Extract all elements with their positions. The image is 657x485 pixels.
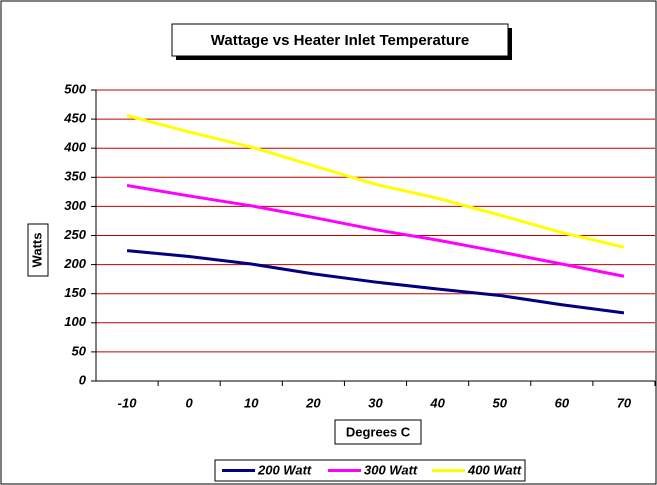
x-tick-label: 50	[492, 395, 507, 410]
chart-title: Wattage vs Heater Inlet Temperature	[211, 32, 469, 49]
y-tick-label: 300	[64, 198, 86, 213]
series-line	[126, 183, 625, 278]
y-tick-label: 100	[64, 314, 86, 329]
y-label-box	[27, 223, 49, 277]
legend-label: 400 Watt	[467, 462, 522, 477]
legend-label: 200 Watt	[257, 462, 312, 477]
x-tick-label: 30	[368, 395, 383, 410]
y-axis-label: Watts	[29, 233, 44, 268]
title-box	[171, 23, 509, 57]
y-tick-label: 400	[63, 140, 86, 155]
legend-label: 300 Watt	[364, 462, 418, 477]
y-tick-label: 450	[63, 111, 86, 126]
y-tick-label: 0	[79, 372, 87, 387]
x-tick-label: 60	[555, 395, 570, 410]
y-tick-label: 250	[63, 227, 86, 242]
x-tick-label: 70	[617, 395, 632, 410]
x-axis-label: Degrees C	[346, 424, 411, 439]
y-tick-label: 350	[64, 169, 86, 184]
x-tick-label: 10	[244, 395, 259, 410]
x-tick-label: 40	[429, 395, 445, 410]
y-tick-label: 200	[63, 256, 86, 271]
legend-box	[214, 459, 526, 482]
x-tick-label: -10	[118, 395, 138, 410]
series-line	[126, 114, 625, 249]
x-tick-label: 20	[305, 395, 321, 410]
x-label-box	[334, 419, 422, 445]
series-line	[126, 249, 625, 315]
y-tick-label: 500	[64, 81, 86, 96]
y-tick-label: 50	[72, 343, 87, 358]
x-tick-label: 0	[186, 395, 194, 410]
y-tick-label: 150	[64, 285, 86, 300]
